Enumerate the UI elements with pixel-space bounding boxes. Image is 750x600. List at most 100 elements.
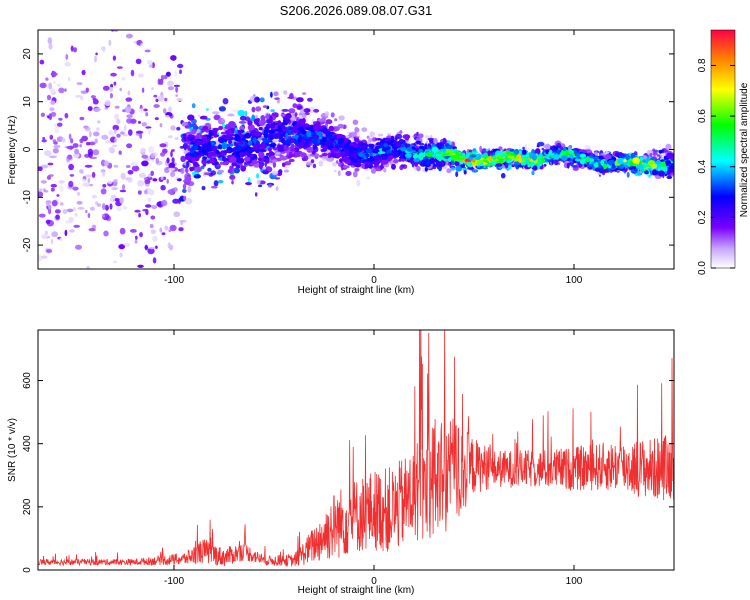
spectrogram-cell	[141, 122, 147, 127]
spectrogram-ridge-cell	[383, 143, 389, 148]
spectrogram-cell	[91, 194, 98, 199]
spectrogram-cell	[151, 87, 154, 90]
spectrogram-ridge-cell	[585, 156, 590, 163]
spectrogram-ridge-cell	[553, 146, 559, 150]
spectrogram-cell	[90, 95, 96, 99]
spectrogram-ridge-cell	[185, 155, 193, 161]
spectrogram-ridge-cell	[531, 154, 538, 161]
spectrogram-cell	[624, 168, 628, 172]
spectrogram-cell	[134, 209, 141, 213]
spectrogram-cell	[137, 180, 145, 187]
spectrogram-cell	[118, 150, 122, 155]
spectrogram-ridge-cell	[537, 158, 541, 163]
spectrogram-ridge-cell	[433, 138, 438, 145]
spectrogram-ridge-cell	[195, 140, 204, 146]
spectrogram-ridge-cell	[591, 161, 595, 165]
spectrogram-cell	[275, 152, 281, 155]
spectrogram-cell	[402, 134, 411, 140]
spectrogram-ridge-cell	[279, 156, 288, 161]
spectrogram-cell	[116, 205, 123, 212]
spectrogram-cell	[102, 85, 110, 91]
spectrogram-cell	[326, 157, 335, 162]
spectrogram-cell	[79, 116, 85, 121]
colorbar-label: Normalized spectral amplitude	[739, 82, 750, 217]
spectrogram-cell	[442, 166, 448, 170]
spectrogram-ridge-cell	[183, 195, 187, 201]
spectrogram-ridge-cell	[253, 163, 260, 168]
spectrogram-cell	[94, 55, 97, 63]
snr-ytick-label: 600	[22, 372, 33, 389]
spectrogram-cell	[64, 88, 67, 92]
spectrogram-ridge-cell	[274, 128, 279, 132]
spectrogram-cell	[350, 137, 355, 142]
spectrogram-cell	[120, 131, 125, 135]
spectrogram-ridge-cell	[265, 152, 270, 156]
spectrogram-cell	[47, 287, 50, 290]
spectrogram-cell	[51, 71, 57, 77]
spectrogram-cell	[162, 108, 167, 114]
spectrogram-ridge-cell	[260, 115, 266, 121]
spectrogram-ridge-cell	[338, 137, 344, 145]
spectrogram-cell	[169, 224, 177, 232]
spectrogram-ridge-cell	[600, 159, 605, 166]
spectrogram-ridge-cell	[312, 144, 318, 150]
spectrogram-cell	[125, 97, 133, 102]
spectrogram-cell	[135, 58, 142, 65]
spectrogram-cell	[110, 13, 117, 16]
spectrogram-ridge-cell	[451, 159, 455, 166]
spectrogram-cell	[179, 69, 182, 74]
spectrogram-ridge-cell	[202, 126, 209, 130]
spectrogram-cell	[263, 132, 269, 139]
spectrogram-cell	[84, 174, 92, 178]
spectrogram-ridge-cell	[285, 116, 291, 120]
spectrogram-cell	[46, 94, 52, 101]
spectrogram-cell	[169, 244, 174, 251]
spectrogram-cell	[159, 143, 167, 148]
spectrogram-cell	[49, 107, 55, 112]
spectrogram-cell	[49, 134, 54, 140]
spectrogram-ridge-cell	[229, 165, 233, 172]
spectrogram-ridge-cell	[321, 152, 328, 157]
spectrogram-ytick-label: -10	[22, 190, 33, 205]
spectrogram-ridge-cell	[262, 105, 268, 108]
spectrogram-cell	[110, 196, 116, 203]
spectrogram-cell	[102, 184, 107, 188]
spectrogram-cell	[77, 191, 81, 196]
spectrogram-cell	[144, 49, 151, 53]
spectrogram-ridge-cell	[492, 155, 497, 160]
spectrogram-cell	[235, 164, 241, 169]
spectrogram-cell	[361, 127, 368, 132]
spectrogram-cell	[176, 98, 183, 101]
spectrogram-ridge-cell	[184, 125, 190, 129]
spectrogram-cell	[189, 123, 194, 128]
spectrogram-cell	[94, 138, 98, 144]
spectrogram-ridge-cell	[393, 149, 398, 154]
spectrogram-ridge-cell	[381, 155, 386, 160]
spectrogram-cell	[52, 139, 57, 143]
spectrogram-cell	[366, 135, 370, 139]
spectrogram-cell	[148, 128, 151, 135]
spectrogram-cell	[88, 183, 94, 187]
spectrogram-ridge-cell	[469, 154, 477, 158]
spectrogram-cell	[104, 204, 109, 211]
spectrogram-cell	[131, 165, 140, 172]
spectrogram-ridge-cell	[395, 142, 402, 149]
spectrogram-cell	[306, 161, 313, 166]
spectrogram-cell	[652, 150, 658, 157]
spectrogram-cell	[251, 106, 256, 113]
spectrogram-cell	[255, 114, 258, 120]
spectrogram-ridge-cell	[221, 134, 229, 139]
spectrogram-cell	[119, 227, 126, 235]
spectrogram-cell	[176, 178, 182, 182]
spectrogram-ridge-cell	[630, 152, 636, 159]
spectrogram-ytick-label: 0	[22, 146, 33, 152]
spectrogram-cell	[415, 140, 422, 144]
spectrogram-ridge-cell	[266, 118, 273, 124]
spectrogram-cell	[40, 180, 47, 184]
spectrogram-cell	[155, 245, 158, 249]
spectrogram-cell	[312, 163, 317, 169]
spectrogram-cell	[114, 128, 117, 134]
spectrogram-cell	[365, 176, 371, 180]
spectrogram-ridge-cell	[328, 125, 335, 132]
spectrogram-cell	[70, 138, 74, 144]
